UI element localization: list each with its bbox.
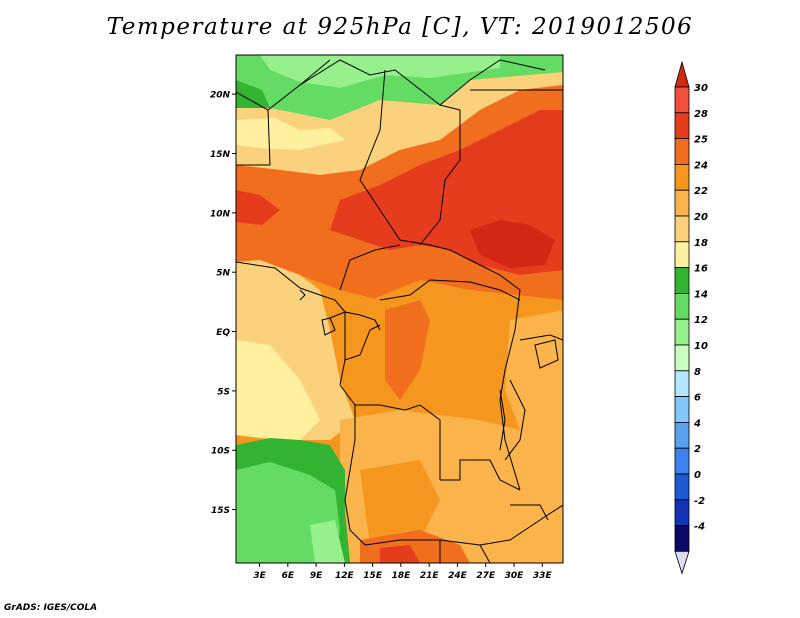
lon-label: 21E (420, 571, 440, 581)
axis-labels: 20N 15N 10N 5N EQ 5S 10S 15S 3E 6E 9E 12E 15E 18E 21E 2… (210, 91, 553, 581)
lat-label: 5S (217, 387, 230, 397)
lon-label: 12E (335, 571, 355, 581)
colorbar-label: 16 (694, 264, 708, 275)
colorbar-label: 6 (694, 393, 701, 404)
lon-label: 24E (448, 571, 468, 581)
colorbar-label: 4 (693, 418, 701, 429)
colorbar-top-triangle (674, 60, 690, 88)
lon-label: 3E (253, 571, 266, 581)
colorbar-label: 20 (694, 212, 708, 223)
colorbar-label: 8 (694, 367, 701, 378)
colorbar-label: 25 (694, 135, 708, 146)
map-frame (235, 54, 564, 564)
lon-label: 27E (476, 571, 496, 581)
colorbar-swatch (674, 138, 690, 165)
lon-label: 18E (392, 571, 412, 581)
colorbar-label: 14 (694, 289, 708, 300)
colorbar-swatch (674, 318, 690, 346)
lon-label: 33E (533, 571, 553, 581)
grads-footer: GrADS: IGES/COLA (4, 603, 98, 613)
colorbar-swatch (674, 86, 690, 114)
lat-label: 5N (216, 269, 230, 279)
lat-label: 15N (210, 150, 231, 160)
colorbar-label: 22 (694, 186, 708, 197)
colorbar-swatch (674, 499, 690, 526)
lat-label: 15S (211, 506, 230, 516)
colorbar-swatch (674, 267, 690, 294)
lat-label: 10S (211, 447, 230, 457)
colorbar-swatch (674, 473, 690, 501)
lat-label: 10N (210, 209, 231, 219)
lon-label: 6E (282, 571, 295, 581)
colorbar-swatch (674, 163, 690, 191)
lon-label: 30E (505, 571, 525, 581)
colorbar-label: 2 (694, 444, 701, 455)
colorbar-swatch (674, 421, 690, 449)
country-borders (236, 59, 563, 563)
colorbar-swatch (674, 525, 690, 552)
colorbar-swatch (674, 292, 690, 320)
colorbar-swatch (674, 112, 690, 140)
colorbar-swatch (674, 396, 690, 423)
colorbar-swatch (674, 215, 690, 243)
lat-label: EQ (216, 328, 230, 338)
colorbar-swatch (674, 447, 690, 475)
colorbar-label: 10 (694, 341, 708, 352)
lon-label: 9E (310, 571, 323, 581)
colorbar-label: -2 (694, 496, 705, 507)
colorbar-swatch (674, 344, 690, 372)
colorbar-label: 28 (694, 109, 708, 120)
colorbar-swatch (674, 370, 690, 397)
colorbar-label: 30 (694, 83, 708, 94)
map-title: Temperature at 925hPa [C], VT: 201901250… (106, 14, 694, 40)
colorbar-label: 18 (694, 238, 708, 249)
colorbar-swatch (674, 189, 690, 217)
lat-label: 20N (210, 91, 231, 101)
colorbar-label: 0 (694, 470, 701, 481)
colorbar-swatch (674, 241, 690, 269)
colorbar-label: 24 (694, 160, 708, 171)
temperature-field (236, 55, 563, 563)
colorbar-bottom-triangle (674, 551, 690, 575)
lon-label: 15E (363, 571, 383, 581)
colorbar-label: 12 (694, 315, 708, 326)
colorbar-label: -4 (694, 522, 705, 533)
